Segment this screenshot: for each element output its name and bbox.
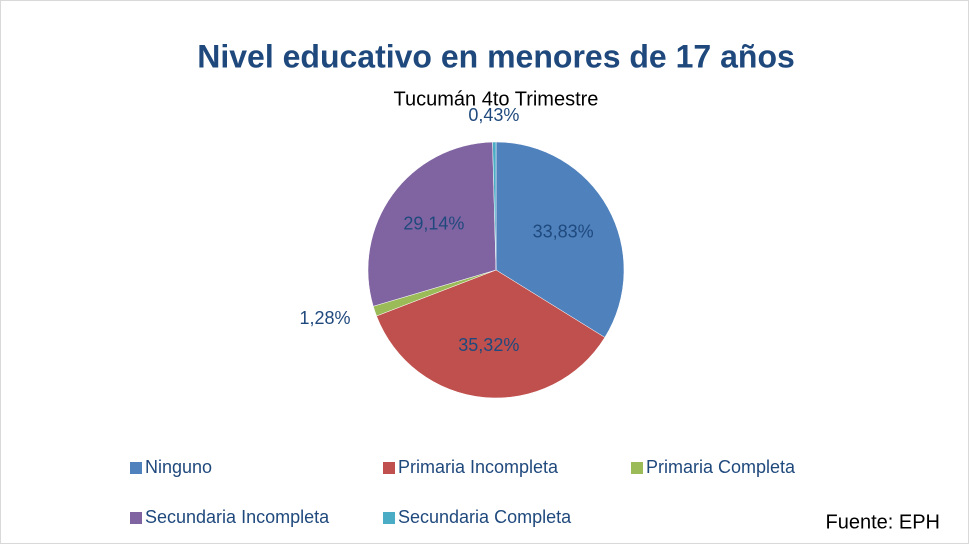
pie-slice bbox=[495, 141, 625, 338]
pie-slice bbox=[492, 141, 497, 271]
legend-swatch bbox=[383, 512, 395, 524]
chart-subtitle: Tucumán 4to Trimestre bbox=[394, 88, 599, 110]
data-label: 0,43% bbox=[468, 105, 519, 125]
legend-swatch bbox=[130, 462, 142, 474]
source-note: Fuente: EPH bbox=[825, 511, 940, 533]
legend-label: Secundaria Completa bbox=[398, 507, 572, 527]
legend-label: Primaria Incompleta bbox=[398, 457, 559, 477]
legend-label: Secundaria Incompleta bbox=[145, 507, 330, 527]
legend-swatch bbox=[383, 462, 395, 474]
chart-title: Nivel educativo en menores de 17 años bbox=[197, 38, 795, 74]
legend-label: Primaria Completa bbox=[646, 457, 796, 477]
data-label: 1,28% bbox=[300, 308, 351, 328]
data-label: 33,83% bbox=[533, 221, 594, 241]
legend-swatch bbox=[631, 462, 643, 474]
legend-label: Ninguno bbox=[145, 457, 212, 477]
pie-slice bbox=[367, 141, 497, 307]
data-label: 29,14% bbox=[403, 214, 464, 234]
data-label: 35,32% bbox=[458, 335, 519, 355]
legend-swatch bbox=[130, 512, 142, 524]
pie-slice bbox=[376, 269, 606, 399]
